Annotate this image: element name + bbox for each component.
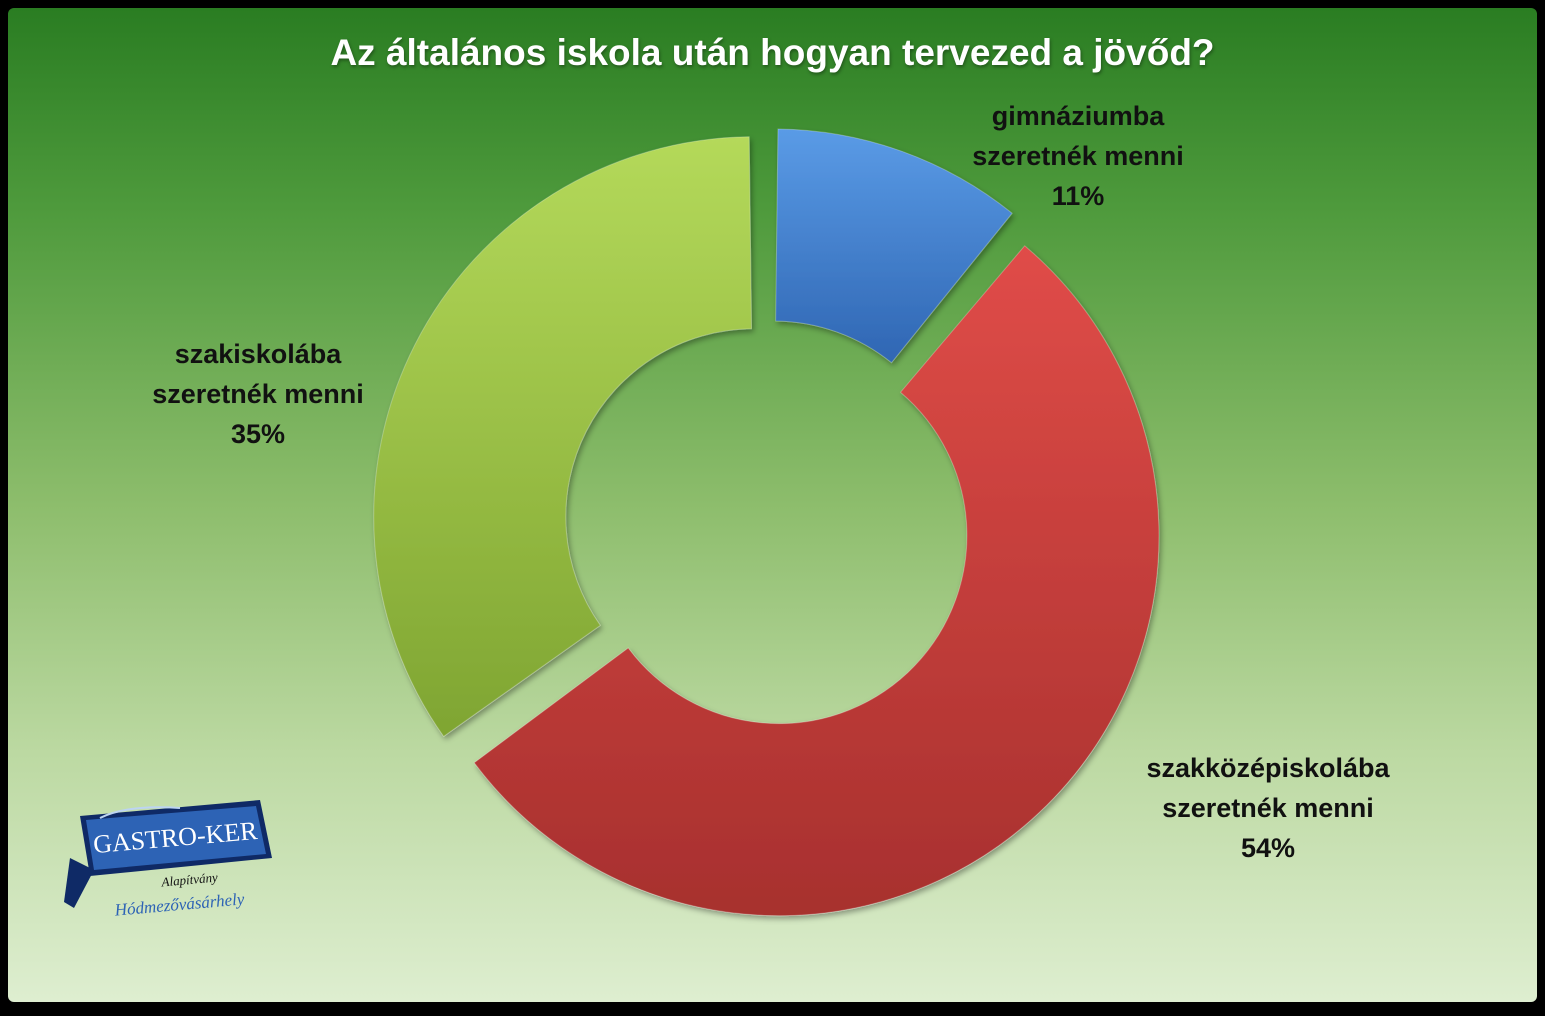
slice-value-label: 54% — [1240, 833, 1296, 863]
slice-label-line1: szakközépiskolába — [1146, 753, 1390, 783]
slice-label-gimnazium: gimnáziumba szeretnék menni 11% — [938, 96, 1218, 216]
slice-value-label: 35% — [230, 419, 286, 449]
slice-label-line2: szeretnék menni — [152, 379, 364, 409]
slice-gimnazium — [775, 128, 1013, 364]
slice-szakiskola — [373, 136, 752, 738]
slice-label-line1: gimnáziumba — [991, 101, 1165, 131]
slice-szakkozep — [473, 245, 1160, 917]
donut-chart — [373, 128, 1160, 917]
slice-value-label: 11% — [1051, 181, 1105, 211]
logo-city: Hódmezővásárhely — [113, 889, 246, 919]
slice-label-szakkozep: szakközépiskolába szeretnék menni 54% — [1118, 748, 1418, 868]
slice-label-line1: szakiskolába — [174, 339, 342, 369]
gastro-ker-logo: GASTRO-KER Alapítvány Hódmezővásárhely — [64, 800, 272, 920]
chart-frame: Az általános iskola után hogyan tervezed… — [8, 8, 1537, 1002]
chart-title: Az általános iskola után hogyan tervezed… — [330, 32, 1215, 73]
slice-label-szakiskola: szakiskolába szeretnék menni 35% — [118, 334, 398, 454]
slice-label-line2: szeretnék menni — [1162, 793, 1374, 823]
slice-label-line2: szeretnék menni — [972, 141, 1184, 171]
logo-subtitle: Alapítvány — [160, 870, 219, 890]
